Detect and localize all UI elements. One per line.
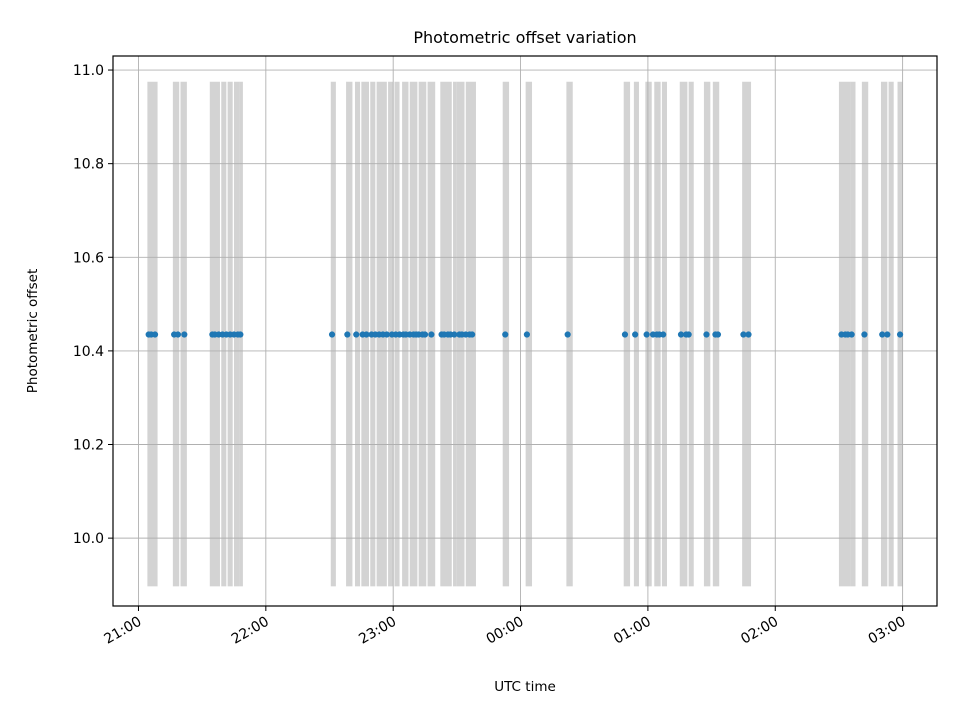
y-axis-label: Photometric offset xyxy=(25,269,41,393)
y-tick-label: 11.0 xyxy=(73,63,104,79)
data-point xyxy=(677,331,685,338)
data-point xyxy=(848,331,855,338)
y-tick-label: 10.6 xyxy=(73,250,104,266)
data-point xyxy=(363,331,370,338)
interval-band xyxy=(888,81,894,587)
data-point xyxy=(344,331,351,338)
data-point xyxy=(237,331,244,338)
data-point xyxy=(383,331,390,338)
data-points xyxy=(145,331,904,338)
data-point xyxy=(745,331,752,338)
data-point xyxy=(660,331,667,338)
data-point xyxy=(353,331,360,338)
data-point xyxy=(451,331,458,338)
data-point xyxy=(502,331,509,338)
plot-frame xyxy=(112,55,938,607)
y-axis: 10.0 10.2 10.4 10.6 10.8 11.0 xyxy=(73,63,113,547)
data-point xyxy=(621,331,629,338)
y-tick-label: 10.2 xyxy=(73,438,104,454)
data-point xyxy=(740,331,747,338)
y-tick-label: 10.4 xyxy=(73,344,104,360)
data-point xyxy=(174,331,182,338)
data-point xyxy=(703,331,710,338)
x-axis-label: UTC time xyxy=(494,679,556,695)
data-point xyxy=(469,331,476,338)
data-point xyxy=(421,331,429,338)
y-tick-label: 10.0 xyxy=(73,531,104,547)
data-point xyxy=(714,331,722,338)
data-point xyxy=(879,331,886,338)
y-tick-label: 10.8 xyxy=(73,157,104,173)
data-point xyxy=(884,331,891,338)
data-point xyxy=(861,331,868,338)
grid xyxy=(113,56,937,606)
data-point xyxy=(632,331,639,338)
data-point xyxy=(896,331,904,338)
data-point xyxy=(428,331,435,338)
data-point xyxy=(643,331,650,338)
data-point xyxy=(523,331,531,338)
chart-title: Photometric offset variation xyxy=(413,28,636,47)
data-point xyxy=(181,331,188,338)
data-point xyxy=(328,331,336,338)
data-point xyxy=(685,331,692,338)
data-point xyxy=(564,331,571,338)
data-point xyxy=(151,331,159,338)
